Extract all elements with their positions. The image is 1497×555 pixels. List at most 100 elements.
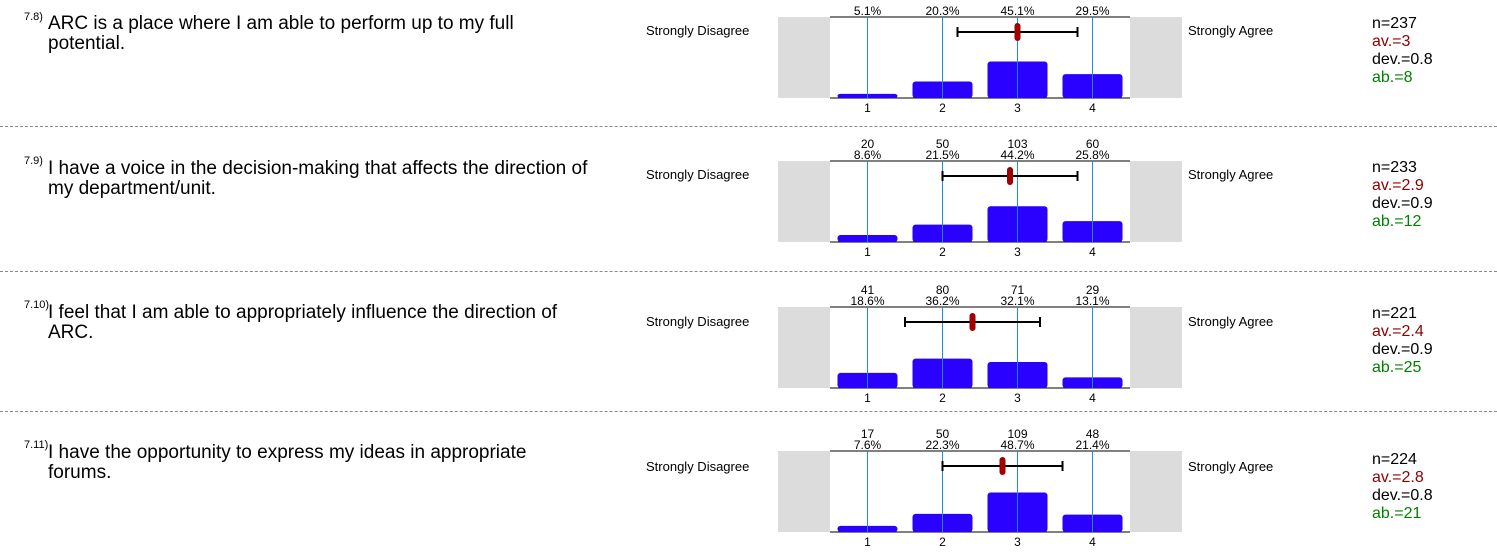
percent-label: 44.2% [1000,148,1034,162]
count-label: 48 [1086,427,1100,441]
question-text: ARC is a place where I am able to perfor… [48,13,514,54]
question-text: I have the opportunity to express my ide… [48,442,527,483]
percent-label: 25.8% [1075,148,1109,162]
question-separator [0,271,1497,272]
scale-label-right: Strongly Agree [1188,314,1274,329]
stat-n: n=233 [1372,159,1417,176]
scale-label-right: Strongly Agree [1188,167,1274,182]
percent-label: 22.3% [925,438,959,452]
count-label: 109 [1007,427,1027,441]
count-label: 80 [936,283,950,297]
x-tick-label: 1 [864,391,871,405]
mean-marker [999,457,1006,475]
stat-deviation: dev.=0.9 [1372,341,1433,358]
percent-label: 20.3% [925,4,959,18]
percent-label: 18.6% [850,294,884,308]
distribution-chart: 1 5.1% 2 20.3% 3 45.1% 4 29.5% [830,4,1130,115]
mean-marker [969,313,976,331]
count-label: 29 [1086,283,1100,297]
stats-panel: n=224 av.=2.8 dev.=0.8 ab.=21 [1372,451,1433,523]
stat-abstentions: ab.=25 [1372,359,1422,376]
stat-deviation: dev.=0.9 [1372,195,1433,212]
stat-n: n=221 [1372,305,1417,322]
x-tick-label: 4 [1089,391,1096,405]
x-tick-label: 4 [1089,101,1096,115]
scale-label-left: Strongly Disagree [646,459,750,474]
x-tick-label: 1 [864,535,871,549]
stat-average: av.=2.8 [1372,469,1424,486]
scale-gray-band-left [778,17,830,98]
question-text: I have a voice in the decision-making th… [48,158,588,199]
x-tick-label: 3 [1014,245,1021,259]
stat-n: n=237 [1372,15,1417,32]
x-tick-label: 1 [864,245,871,259]
percent-label: 45.1% [1000,4,1034,18]
question-block: 7.11) I have the opportunity to express … [0,414,1497,555]
stat-abstentions: ab.=8 [1372,69,1413,86]
count-label: 41 [861,283,875,297]
percent-label: 5.1% [854,4,882,18]
scale-label-right: Strongly Agree [1188,23,1274,38]
x-tick-label: 2 [939,391,946,405]
scale-gray-band-right [1130,17,1182,98]
percent-label: 32.1% [1000,294,1034,308]
question-text: I feel that I am able to appropriately i… [48,302,558,343]
question-separator [0,411,1497,412]
percent-label: 48.7% [1000,438,1034,452]
scale-label-right: Strongly Agree [1188,459,1274,474]
x-tick-label: 4 [1089,535,1096,549]
mean-marker [1007,167,1013,185]
question-number: 7.9) [24,155,43,167]
scale-label-left: Strongly Disagree [646,314,750,329]
question-number: 7.8) [24,11,43,23]
count-label: 50 [936,427,950,441]
count-label: 17 [861,427,875,441]
percent-label: 21.4% [1075,438,1109,452]
percent-label: 7.6% [854,438,882,452]
stat-average: av.=2.9 [1372,177,1424,194]
x-tick-label: 2 [939,101,946,115]
scale-gray-band-right [1130,161,1182,242]
question-block: 7.8) ARC is a place where I am able to p… [0,0,1497,122]
scale-label-left: Strongly Disagree [646,23,750,38]
count-label: 60 [1086,137,1100,151]
x-tick-label: 3 [1014,391,1021,405]
scale-gray-band-left [778,161,830,242]
x-tick-label: 2 [939,535,946,549]
question-number: 7.11) [24,439,49,451]
question-block: 7.9) I have a voice in the decision-maki… [0,130,1497,271]
count-label: 103 [1007,137,1027,151]
count-label: 50 [936,137,950,151]
question-number: 7.10) [24,299,50,311]
percent-label: 8.6% [854,148,882,162]
stat-average: av.=3 [1372,33,1411,50]
percent-label: 21.5% [925,148,959,162]
x-tick-label: 3 [1014,535,1021,549]
percent-label: 36.2% [925,294,959,308]
stat-average: av.=2.4 [1372,323,1424,340]
x-tick-label: 4 [1089,245,1096,259]
x-tick-label: 3 [1014,101,1021,115]
x-tick-label: 2 [939,245,946,259]
stats-panel: n=237 av.=3 dev.=0.8 ab.=8 [1372,15,1433,87]
stat-deviation: dev.=0.8 [1372,487,1433,504]
question-block: 7.10) I feel that I am able to appropria… [0,274,1497,415]
stat-abstentions: ab.=21 [1372,505,1422,522]
scale-gray-band-right [1130,307,1182,388]
scale-label-left: Strongly Disagree [646,167,750,182]
percent-label: 29.5% [1075,4,1109,18]
stat-deviation: dev.=0.8 [1372,51,1433,68]
count-label: 20 [861,137,875,151]
x-tick-label: 1 [864,101,871,115]
count-label: 71 [1011,283,1025,297]
scale-gray-band-right [1130,451,1182,532]
scale-gray-band-left [778,451,830,532]
percent-label: 13.1% [1075,294,1109,308]
stats-panel: n=233 av.=2.9 dev.=0.9 ab.=12 [1372,159,1433,231]
scale-gray-band-left [778,307,830,388]
stats-panel: n=221 av.=2.4 dev.=0.9 ab.=25 [1372,305,1433,377]
stat-n: n=224 [1372,451,1417,468]
